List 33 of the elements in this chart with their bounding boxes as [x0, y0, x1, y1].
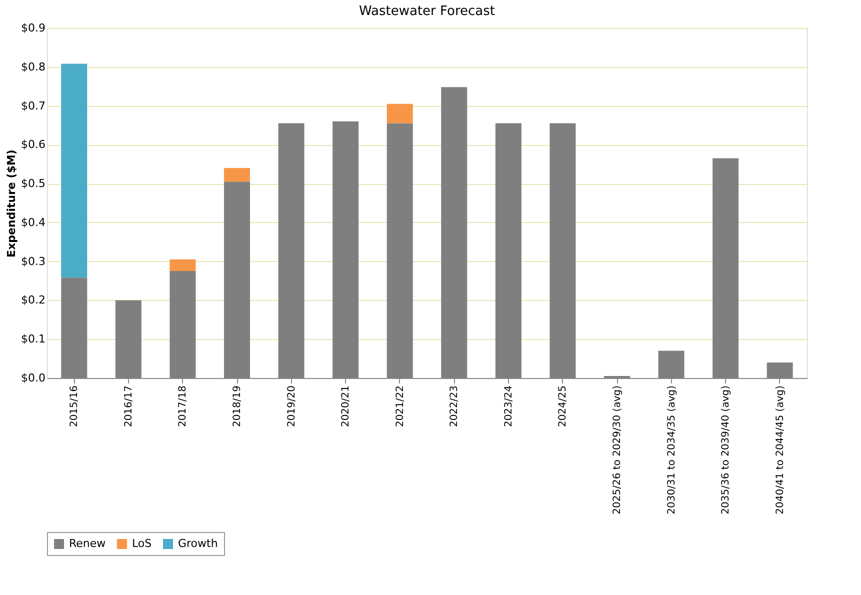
- bar: [61, 64, 88, 278]
- y-tick-label: $0.8: [21, 60, 46, 74]
- x-tick-label: 2015/16: [69, 386, 80, 428]
- y-tick-label: $0.4: [21, 216, 46, 229]
- bar: [170, 259, 196, 272]
- legend-label: Growth: [178, 537, 218, 550]
- chart-title: Wastewater Forecast: [358, 4, 496, 19]
- x-tick-label: 2030/31 to 2034/35 (avg): [666, 385, 678, 514]
- x-tick-label: 2019/20: [286, 386, 298, 428]
- y-tick-label: $0.5: [21, 177, 46, 190]
- x-tick-label: 2018/19: [232, 386, 243, 428]
- x-tick-label: 2017/18: [178, 386, 189, 428]
- y-tick-label: $0.9: [21, 22, 46, 34]
- y-tick-label: $0.7: [21, 99, 46, 112]
- x-tick-label: 2020/21: [340, 386, 352, 428]
- y-tick-label: $0.3: [21, 254, 46, 268]
- y-tick-label: $0.1: [21, 332, 46, 346]
- x-tick-label: 2035/36 to 2039/40 (avg): [720, 385, 732, 514]
- x-tick-label: 2040/41 to 2044/45 (avg): [774, 385, 786, 514]
- y-tick-label: $0.6: [21, 138, 46, 152]
- x-tick-label: 2016/17: [123, 386, 134, 428]
- bar: [224, 168, 250, 182]
- legend-label: LoS: [132, 537, 152, 550]
- y-axis-title: Expenditure ($M): [5, 150, 18, 258]
- bar: [386, 104, 413, 124]
- x-tick-label: 2021/22: [394, 386, 406, 428]
- y-tick-label: $0.0: [21, 372, 46, 384]
- x-tick-label: 2025/26 to 2029/30 (avg): [612, 385, 623, 514]
- x-tick-label: 2024/25: [558, 386, 569, 428]
- y-tick-label: $0.2: [21, 294, 46, 307]
- x-tick-label: 2023/24: [503, 386, 514, 428]
- x-tick-label: 2022/23: [449, 386, 460, 428]
- legend-label: Renew: [69, 537, 106, 550]
